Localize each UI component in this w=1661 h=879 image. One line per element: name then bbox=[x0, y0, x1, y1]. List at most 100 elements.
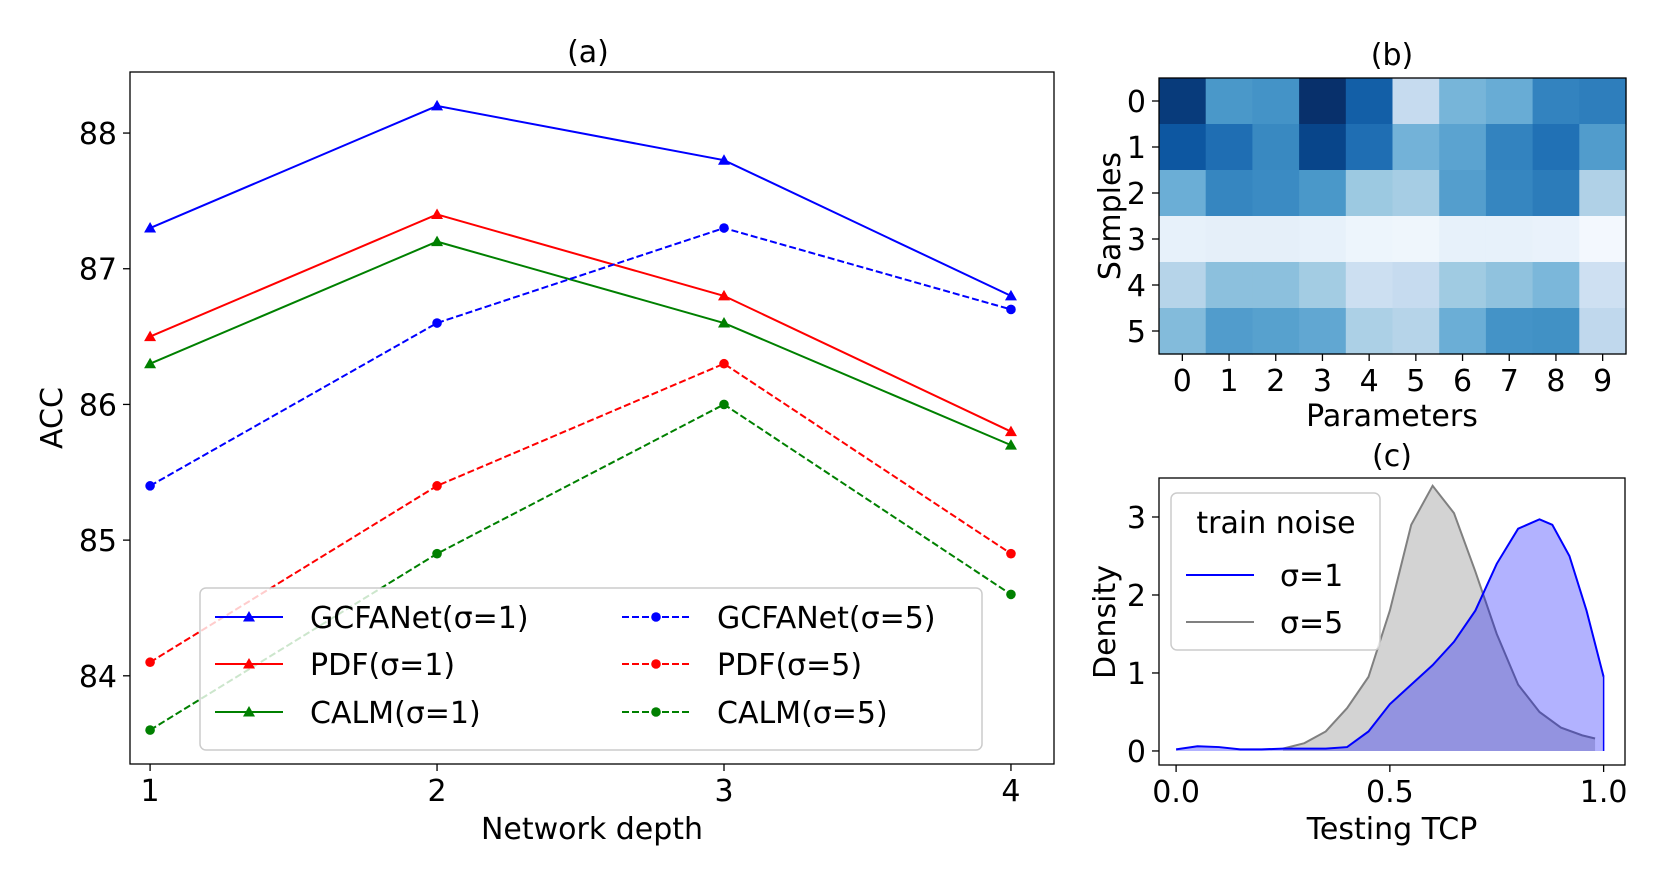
panel-b-heatmap-cell bbox=[1205, 262, 1253, 309]
panel-a-data-point bbox=[431, 235, 444, 247]
panel-c-density-area bbox=[1176, 519, 1604, 751]
panel-b-heatmap-cell bbox=[1159, 216, 1207, 263]
panel-a-data-point bbox=[144, 222, 157, 233]
panel-b-heatmap-cell bbox=[1485, 308, 1534, 355]
panel-b-y-tick-label: 4 bbox=[1127, 269, 1146, 304]
panel-a-series-line bbox=[149, 362, 1012, 664]
panel-b-heatmap-cell bbox=[1439, 124, 1487, 171]
panel-b-heatmap-cell bbox=[1439, 216, 1487, 263]
panel-a-data-point bbox=[718, 154, 730, 165]
panel-b-heatmap-cell bbox=[1159, 124, 1207, 171]
panel-c-y-tick-label: 1 bbox=[1127, 657, 1146, 692]
panel-b-heatmap-cell bbox=[1299, 170, 1347, 217]
panel-a-data-point bbox=[718, 317, 730, 328]
panel-b-heatmap-cell bbox=[1485, 262, 1534, 309]
panel-b-heatmap-cell bbox=[1252, 308, 1300, 355]
panel-a-series-line bbox=[149, 403, 1012, 731]
panel-b-heatmap-cell bbox=[1299, 78, 1347, 125]
panel-a-y-tick-label: 88 bbox=[79, 117, 117, 152]
panel-a-legend-label: CALM(σ=5) bbox=[717, 696, 888, 731]
panel-a-line-chart: (a) Network depth ACC 1 2 3 4 84 85 86 87 88 GC… bbox=[35, 35, 1055, 847]
panel-b-heatmap-cell bbox=[1579, 124, 1627, 171]
panel-a-data-point bbox=[431, 99, 444, 111]
panel-a-legend-box bbox=[199, 587, 983, 751]
panel-a-legend-label: GCFANet(σ=1) bbox=[310, 601, 529, 636]
panel-b-heatmap-cell bbox=[1485, 216, 1534, 263]
panel-c-legend-box bbox=[1170, 492, 1381, 651]
panel-b-heatmap-cell bbox=[1485, 170, 1534, 217]
panel-a-data-point bbox=[719, 358, 729, 369]
panel-b-heatmap-cell bbox=[1532, 216, 1580, 263]
panel-b-heatmap-cell bbox=[1392, 216, 1440, 263]
panel-b-x-tick-label: 9 bbox=[1593, 364, 1612, 399]
panel-a-data-point bbox=[1006, 589, 1016, 600]
panel-b-title: (b) bbox=[1371, 38, 1413, 73]
panel-a-y-tick-label: 87 bbox=[79, 253, 117, 288]
panel-c-x-tick-label: 0.0 bbox=[1152, 775, 1200, 810]
panel-b-heatmap-cell bbox=[1252, 78, 1300, 125]
panel-a-legend-label: GCFANet(σ=5) bbox=[717, 601, 936, 636]
panel-a-data-point bbox=[1004, 425, 1017, 437]
panel-b-heatmap-cell bbox=[1579, 78, 1627, 125]
panel-a-series-line bbox=[149, 104, 1012, 297]
panel-b-heatmap-cell bbox=[1299, 308, 1347, 355]
panel-b-heatmap-cell bbox=[1392, 124, 1440, 171]
panel-b-heatmap-cell bbox=[1205, 124, 1253, 171]
panel-c-legend: train noise σ=1 σ=5 bbox=[1170, 492, 1381, 651]
panel-b-heatmap-cell bbox=[1205, 216, 1253, 263]
panel-a-legend-marker bbox=[651, 612, 661, 622]
panel-b-heatmap-cell bbox=[1205, 308, 1253, 355]
panel-b-x-tick-label: 7 bbox=[1500, 364, 1519, 399]
panel-a-data-point bbox=[431, 208, 444, 219]
panel-a-data-point bbox=[145, 481, 155, 491]
panel-a-data-point bbox=[1004, 439, 1017, 450]
panel-b-heatmap-cell bbox=[1439, 170, 1487, 217]
panel-a-legend-marker bbox=[243, 611, 255, 622]
panel-b-heatmap-cell bbox=[1439, 308, 1487, 355]
panel-a-legend-marker bbox=[651, 659, 661, 669]
panel-a-data-point bbox=[1006, 548, 1016, 559]
panel-a-y-axis-label: ACC bbox=[35, 387, 70, 449]
panel-a-y-tick-label: 86 bbox=[79, 388, 117, 423]
panel-a-title: (a) bbox=[567, 35, 609, 70]
panel-b-y-tick-label: 5 bbox=[1127, 315, 1146, 350]
panel-a-series-line bbox=[149, 226, 1012, 487]
panel-b-heatmap-cell bbox=[1579, 170, 1627, 217]
panel-a-data-point bbox=[144, 357, 157, 369]
panel-c-y-axis-label: Density bbox=[1088, 565, 1123, 679]
panel-c-density-line bbox=[1282, 483, 1596, 750]
panel-b-heatmap-cell bbox=[1159, 170, 1207, 217]
panel-b-x-tick-label: 5 bbox=[1406, 364, 1425, 399]
panel-a-legend-label: PDF(σ=1) bbox=[310, 648, 455, 683]
panel-b-heatmap-cell bbox=[1345, 170, 1394, 217]
panel-a-x-tick-label: 3 bbox=[714, 774, 733, 809]
panel-b-heatmap-cell bbox=[1159, 262, 1207, 309]
panel-a-legend: GCFANet(σ=1) PDF(σ=1) CALM(σ=1) GCFANet(σ=5… bbox=[199, 587, 983, 751]
panel-b-heatmap-cell bbox=[1345, 216, 1394, 263]
panel-b-heatmap-cell bbox=[1252, 216, 1300, 263]
panel-a-legend-label: CALM(σ=1) bbox=[310, 696, 481, 731]
panel-c-legend-title: train noise bbox=[1196, 506, 1355, 541]
panel-a-data-point bbox=[718, 289, 730, 301]
panel-b-heatmap-cell bbox=[1345, 124, 1394, 171]
panel-b-x-tick-label: 3 bbox=[1313, 364, 1332, 399]
panel-b-heatmap-cell bbox=[1579, 216, 1627, 263]
panel-b-y-tick-label: 2 bbox=[1127, 177, 1146, 212]
panel-a-data-point bbox=[719, 223, 729, 233]
panel-c-x-tick-label: 0.5 bbox=[1366, 775, 1414, 810]
panel-a-data-point bbox=[144, 330, 157, 342]
panel-b-x-tick-label: 2 bbox=[1266, 364, 1285, 399]
panel-a-data-point bbox=[432, 481, 442, 491]
panel-a-x-tick-label: 4 bbox=[1001, 774, 1020, 809]
panel-b-heatmap-cell bbox=[1392, 78, 1440, 125]
panel-a-data-point bbox=[1006, 304, 1016, 315]
panel-b-heatmap-cell bbox=[1392, 308, 1440, 355]
panel-c-legend-label: σ=5 bbox=[1280, 606, 1343, 641]
panel-b-y-tick-label: 0 bbox=[1127, 85, 1146, 120]
panel-c-y-tick-label: 3 bbox=[1127, 501, 1146, 536]
panel-a-series-line bbox=[149, 240, 1012, 447]
panel-a-x-tick-label: 1 bbox=[141, 774, 160, 809]
panel-c-y-tick-label: 0 bbox=[1127, 735, 1146, 770]
